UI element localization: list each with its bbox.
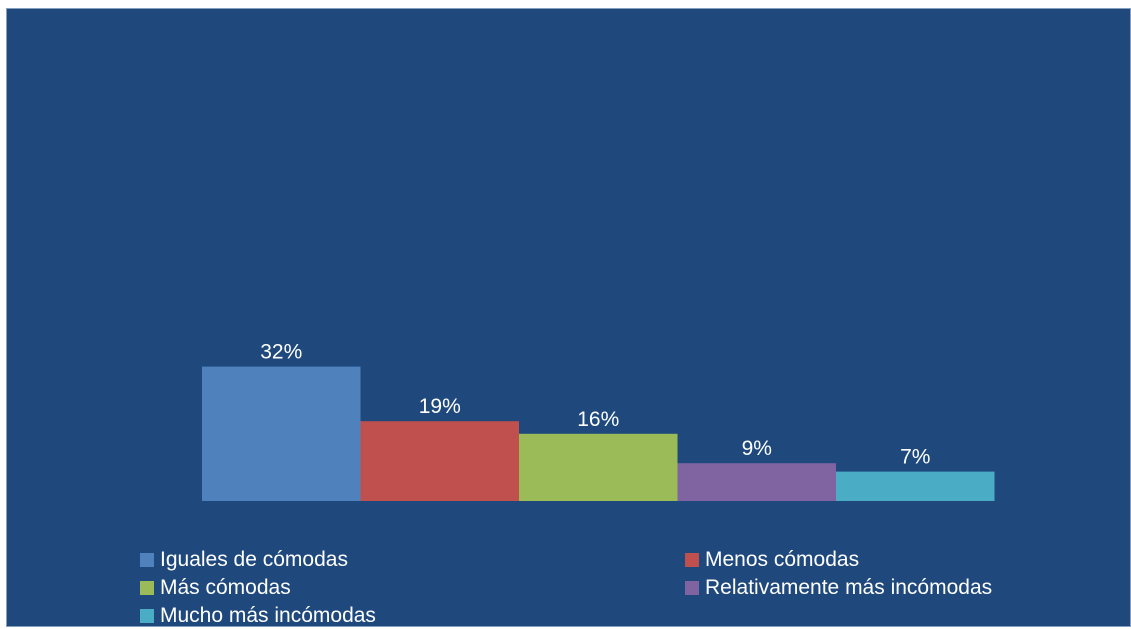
bar-4 (677, 463, 836, 501)
legend-item-1: Iguales de cómodas (140, 547, 348, 573)
legend-item-5: Mucho más incómodas (140, 603, 376, 629)
data-label-1: 32% (260, 341, 302, 364)
data-label-3: 16% (577, 408, 619, 431)
legend-item-2: Menos cómodas (685, 547, 859, 573)
legend-label: Relativamente más incómodas (705, 576, 993, 599)
bar-2 (360, 421, 519, 501)
legend-swatch-icon (685, 581, 699, 595)
chart-legend: Iguales de cómodas Menos cómodas Más cómod… (140, 547, 1070, 629)
legend-label: Iguales de cómodas (160, 548, 348, 571)
bar-1 (202, 366, 361, 501)
legend-label: Mucho más incómodas (160, 604, 376, 627)
legend-item-4: Relativamente más incómodas (685, 575, 992, 601)
legend-swatch-icon (140, 609, 154, 623)
data-label-4: 9% (742, 437, 772, 460)
bar-3 (519, 433, 678, 501)
bar-chart: 32% 19% 16% 9% 7% (202, 341, 995, 501)
legend-swatch-icon (140, 581, 154, 595)
data-label-2: 19% (419, 395, 461, 418)
bar-5 (836, 471, 995, 501)
legend-label: Más cómodas (160, 576, 291, 599)
chart-area: 32% 19% 16% 9% 7% Iguales de cómodas Menos có… (6, 8, 1131, 627)
legend-swatch-icon (685, 553, 699, 567)
legend-label: Menos cómodas (705, 548, 860, 571)
legend-item-3: Más cómodas (140, 575, 291, 601)
legend-swatch-icon (140, 553, 154, 567)
data-label-5: 7% (900, 446, 930, 469)
